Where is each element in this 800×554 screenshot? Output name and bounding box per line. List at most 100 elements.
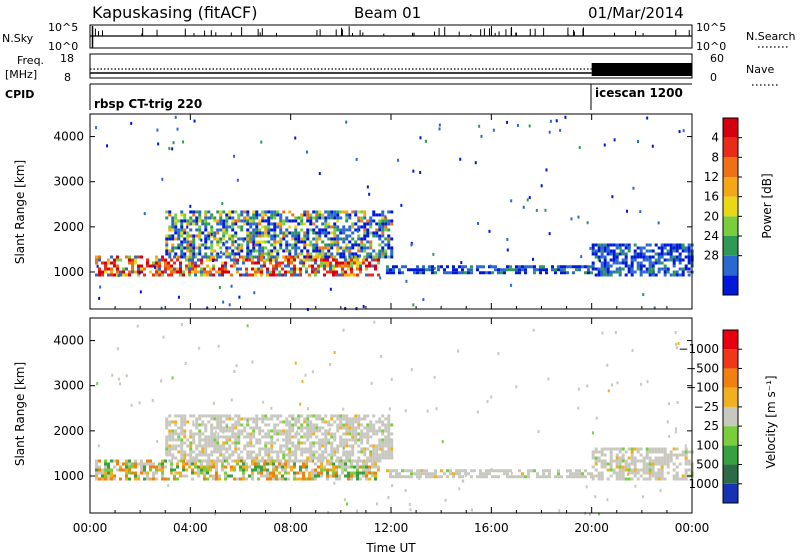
range-cell — [502, 472, 506, 476]
range-cell — [332, 264, 336, 268]
range-cell — [323, 267, 327, 271]
range-cell — [272, 477, 276, 481]
range-cell — [252, 435, 256, 439]
range-cell — [444, 498, 447, 502]
range-cell — [642, 246, 646, 250]
range-cell — [559, 475, 563, 479]
range-cell — [636, 252, 640, 256]
range-cell — [315, 246, 319, 250]
range-cell — [654, 450, 658, 454]
range-cell — [390, 423, 394, 427]
range-cell — [182, 459, 186, 463]
range-cell — [577, 472, 581, 476]
range-cell — [374, 258, 378, 262]
range-cell — [366, 185, 369, 189]
range-cell — [225, 429, 229, 433]
range-cell — [297, 414, 301, 418]
range-cell — [189, 435, 193, 439]
range-cell — [374, 267, 378, 271]
range-cell — [669, 252, 673, 256]
range-cell — [158, 273, 162, 277]
range-cell — [336, 216, 340, 220]
range-cell — [687, 267, 691, 271]
range-cell — [195, 420, 199, 424]
range-cell — [275, 264, 279, 268]
range-cell — [387, 414, 391, 418]
range-cell — [279, 213, 283, 217]
range-cell — [314, 258, 318, 262]
range-cell — [357, 414, 361, 418]
range-cell — [660, 246, 664, 250]
range-cell — [372, 426, 376, 430]
range-cell — [204, 429, 208, 433]
range-cell — [230, 258, 234, 262]
range-cell — [158, 261, 162, 265]
range-cell — [255, 441, 259, 445]
range-cell — [464, 469, 467, 473]
range-cell — [122, 273, 126, 277]
range-cell — [345, 414, 349, 418]
range-cell — [162, 335, 165, 339]
range-cell — [315, 225, 319, 229]
range-cell — [627, 456, 631, 460]
range-cell — [174, 228, 178, 232]
range-cell — [360, 219, 364, 223]
cpid-label: CPID — [5, 88, 34, 101]
range-cell — [559, 265, 563, 269]
range-cell — [306, 420, 310, 424]
range-cell — [648, 255, 652, 259]
range-cell — [222, 252, 226, 256]
range-cell — [687, 246, 691, 250]
range-cell — [324, 246, 328, 250]
range-cell — [134, 459, 138, 463]
range-cell — [239, 267, 243, 271]
range-cell — [630, 468, 634, 472]
range-cell — [233, 477, 237, 481]
range-cell — [637, 140, 640, 144]
range-cell — [612, 258, 616, 262]
range-cell — [619, 249, 622, 253]
range-cell — [279, 240, 283, 244]
range-cell — [339, 231, 343, 235]
range-cell — [287, 264, 291, 268]
range-cell — [618, 477, 622, 481]
range-cell — [210, 252, 214, 256]
range-cell — [657, 246, 661, 250]
range-cell — [165, 450, 169, 454]
range-cell — [219, 219, 223, 223]
range-cell — [261, 429, 265, 433]
range-cell — [577, 268, 581, 272]
range-cell — [354, 426, 358, 430]
range-cell — [266, 468, 270, 472]
range-cell — [378, 459, 382, 463]
range-cell — [214, 512, 217, 516]
range-cell — [433, 472, 437, 476]
range-cell — [134, 462, 138, 466]
range-cell — [204, 210, 208, 214]
range-cell — [666, 459, 670, 463]
range-cell — [684, 474, 688, 478]
range-cell — [306, 249, 310, 253]
range-cell — [387, 420, 391, 424]
range-cell — [433, 475, 437, 479]
range-cell — [246, 453, 250, 457]
range-cell — [267, 225, 271, 229]
range-cell — [333, 210, 337, 214]
range-cell — [480, 134, 483, 138]
range-cell — [481, 265, 485, 269]
range-cell — [249, 441, 253, 445]
range-cell — [176, 267, 180, 271]
range-cell — [168, 447, 172, 451]
range-cell — [347, 261, 351, 265]
range-cell — [198, 213, 202, 217]
range-cell — [345, 228, 349, 232]
range-cell — [341, 471, 345, 475]
range-cell — [321, 456, 325, 460]
range-cell — [240, 210, 244, 214]
range-cell — [297, 237, 301, 241]
range-cell — [336, 450, 340, 454]
range-cell — [204, 219, 208, 223]
range-cell — [186, 225, 189, 229]
range-cell — [302, 462, 306, 466]
range-cell — [293, 273, 297, 277]
